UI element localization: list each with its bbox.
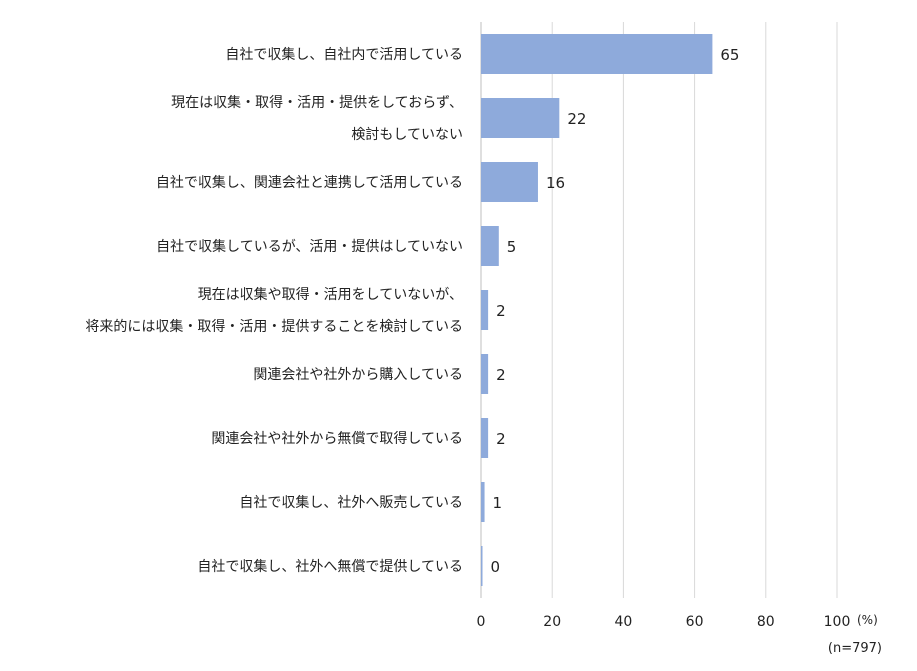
bar [481, 98, 560, 138]
category-label: 関連会社や社外から購入している [253, 367, 463, 383]
bar [481, 482, 485, 522]
x-tick-label: 60 [686, 614, 704, 630]
bar [481, 354, 489, 394]
category-label: 現在は収集・取得・活用・提供をしておらず、 [171, 94, 463, 111]
data-label: 5 [507, 238, 517, 256]
category-label: 検討もしていない [351, 127, 463, 143]
category-label: 関連会社や社外から無償で取得している [211, 430, 463, 447]
data-label: 16 [546, 174, 565, 192]
category-label: 自社で収集し、社外へ無償で提供している [197, 558, 463, 575]
x-tick-label: 100 [824, 614, 851, 630]
bar [481, 162, 538, 202]
category-labels: 自社で収集し、自社内で活用している現在は収集・取得・活用・提供をしておらず、検討… [85, 46, 463, 575]
bar [481, 34, 713, 74]
data-label: 2 [496, 302, 506, 320]
data-label: 2 [496, 366, 506, 384]
bar [481, 418, 489, 458]
x-tick-label: 80 [757, 614, 775, 630]
data-label: 0 [491, 558, 501, 576]
category-label: 自社で収集し、自社内で活用している [225, 46, 463, 63]
x-tick-label: 20 [543, 614, 561, 630]
bars [481, 34, 713, 586]
sample-size-note: (n=797) [828, 641, 882, 656]
data-label: 65 [720, 46, 739, 64]
category-label: 現在は収集や取得・活用をしていないが、 [198, 286, 463, 303]
category-label: 自社で収集しているが、活用・提供はしていない [156, 238, 463, 255]
bar [481, 226, 499, 266]
category-label: 将来的には収集・取得・活用・提供することを検討している [85, 318, 463, 335]
category-label: 自社で収集し、関連会社と連携して活用している [156, 174, 463, 191]
bar [481, 546, 483, 586]
x-tick-label: 0 [477, 614, 486, 630]
data-label: 22 [567, 110, 586, 128]
bar [481, 290, 489, 330]
x-tick-label: 40 [614, 614, 632, 630]
category-label: 自社で収集し、社外へ販売している [239, 494, 463, 511]
data-label: 2 [496, 430, 506, 448]
data-label: 1 [493, 494, 503, 512]
x-axis-ticks: 0 20 40 60 80 100 [477, 614, 851, 630]
x-axis-unit: (%) [857, 613, 878, 627]
